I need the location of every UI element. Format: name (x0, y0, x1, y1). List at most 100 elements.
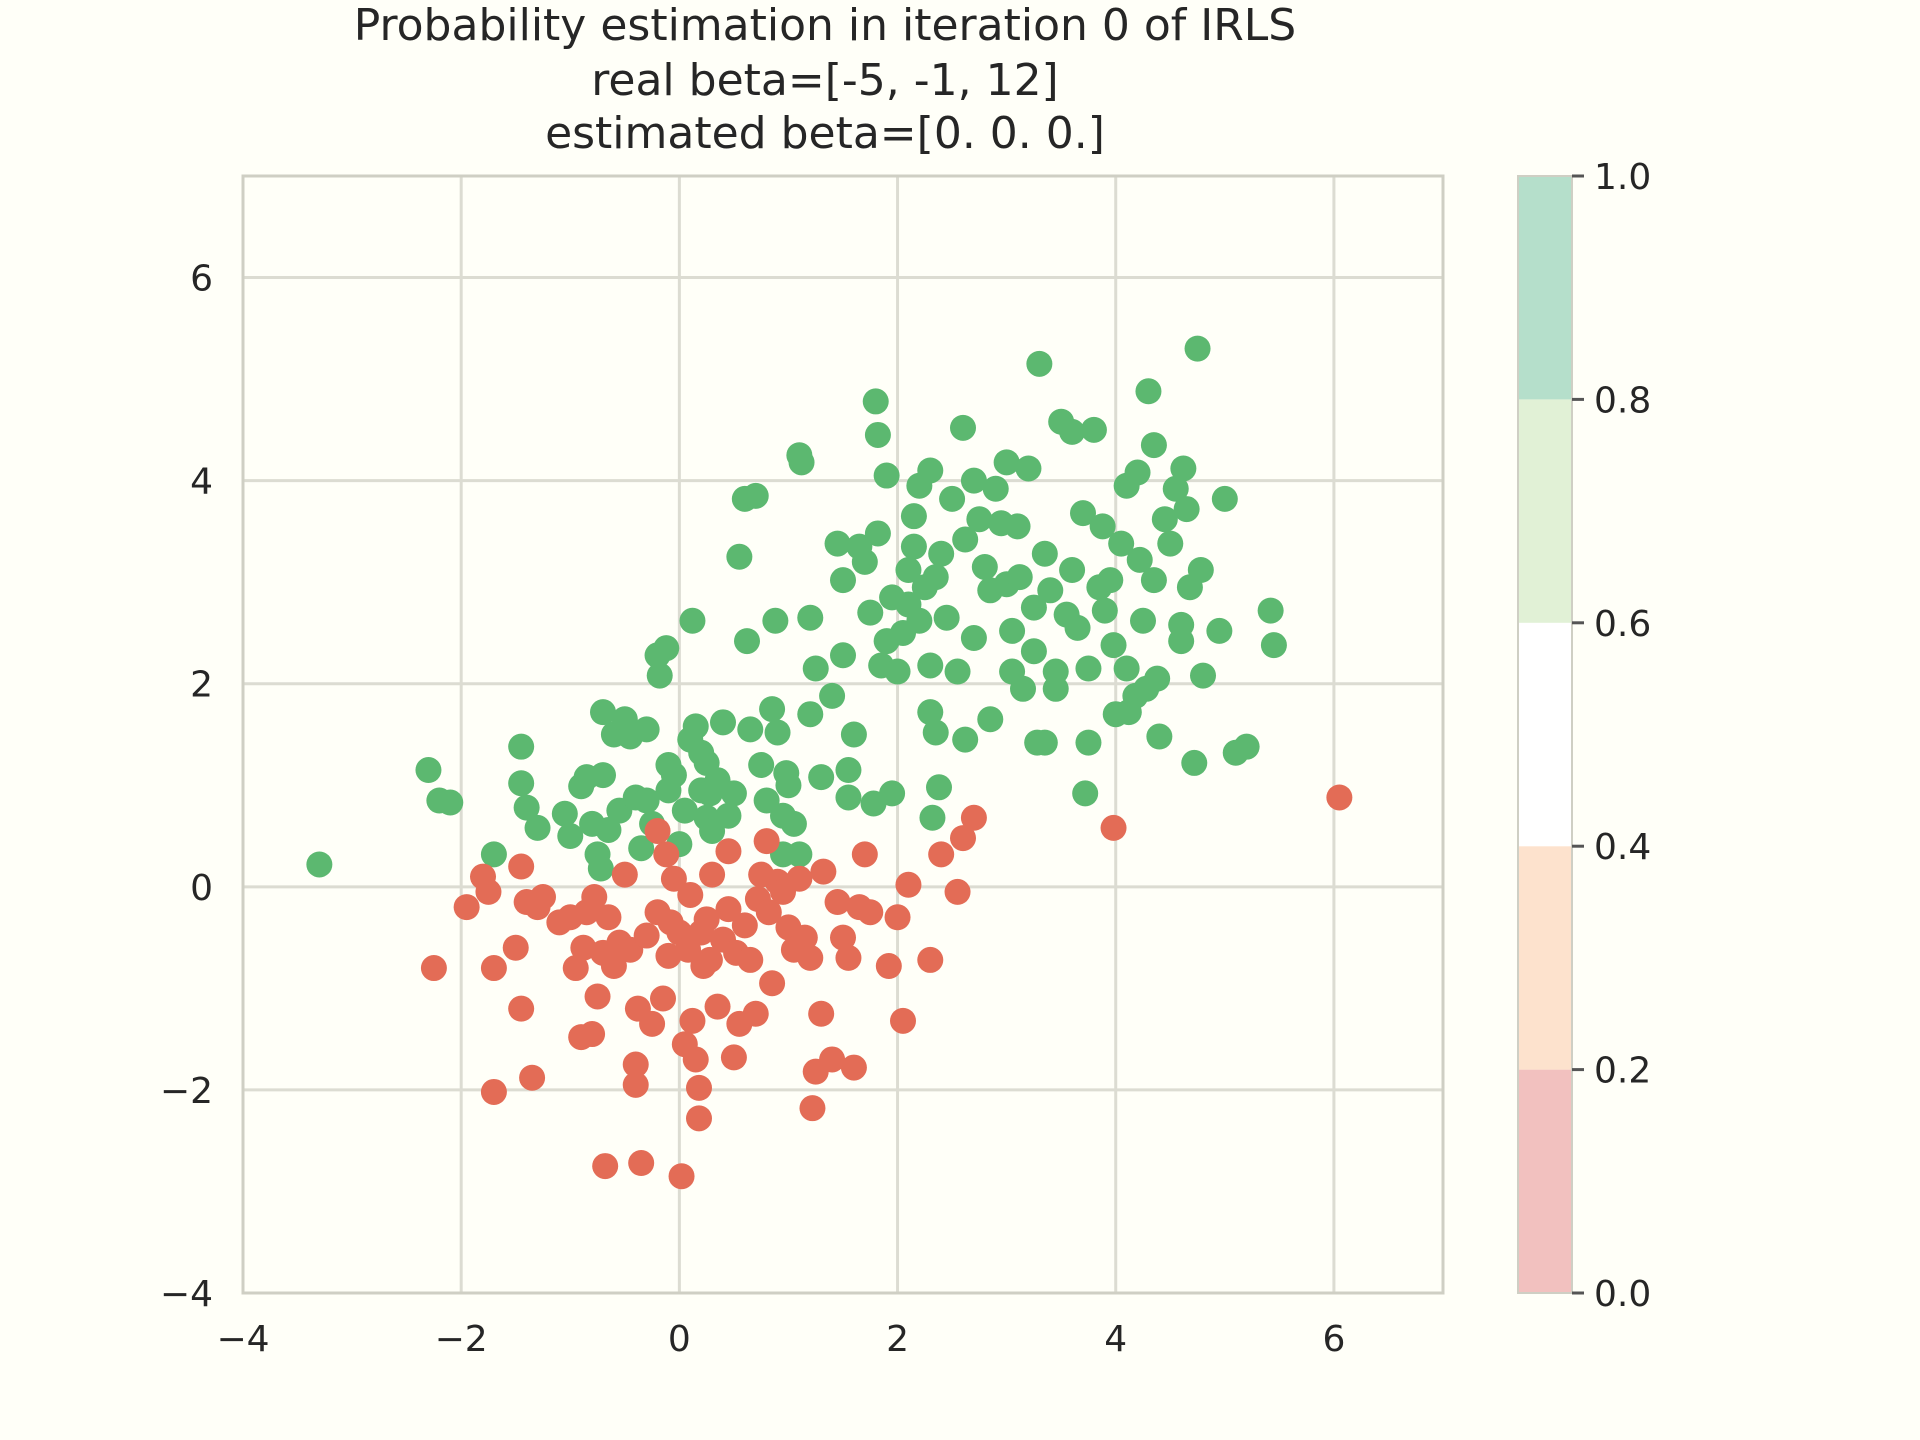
data-point (1135, 378, 1162, 405)
x-tick-label: 2 (886, 1319, 909, 1360)
data-point (1130, 607, 1156, 634)
colorbar-tick-label: 0.6 (1594, 604, 1651, 645)
data-point (622, 1071, 649, 1098)
data-point (562, 955, 589, 982)
data-point (764, 719, 791, 746)
data-point (715, 838, 742, 865)
data-point (797, 944, 824, 971)
data-point (1140, 567, 1167, 594)
data-point (720, 780, 747, 807)
x-tick-label: −4 (216, 1319, 269, 1360)
data-point (900, 533, 927, 560)
data-point (715, 896, 742, 923)
data-point (960, 625, 987, 652)
grid (241, 176, 1443, 1295)
data-point (1146, 723, 1173, 750)
data-point (453, 894, 480, 921)
data-point (1059, 556, 1086, 583)
data-point (1124, 459, 1151, 486)
chart-title: Probability estimation in iteration 0 of… (354, 0, 1296, 159)
data-point (1326, 784, 1353, 811)
data-point (644, 817, 671, 844)
data-point (1026, 350, 1053, 377)
data-point (587, 855, 614, 882)
data-point (595, 816, 622, 843)
data-point (864, 421, 891, 448)
data-point (1006, 564, 1033, 591)
data-point (819, 1046, 846, 1073)
data-point (1004, 513, 1031, 540)
data-point (699, 861, 726, 888)
data-point (875, 953, 902, 980)
data-point (581, 883, 608, 910)
data-point (1010, 675, 1036, 702)
colorbar-tick-label: 0.0 (1594, 1274, 1651, 1315)
data-point (633, 787, 660, 814)
data-point (530, 883, 556, 910)
data-point (1233, 733, 1260, 760)
data-point (715, 802, 742, 829)
data-point (890, 1007, 916, 1034)
data-point (1168, 628, 1195, 655)
data-point (917, 457, 944, 484)
data-point (628, 1150, 655, 1177)
data-point (952, 726, 979, 753)
data-point (835, 784, 862, 811)
data-point (791, 924, 818, 951)
data-point (884, 658, 911, 685)
data-point (917, 946, 944, 973)
data-point (971, 553, 998, 580)
y-tick-label: 6 (190, 259, 213, 300)
x-tick-label: 4 (1104, 1319, 1127, 1360)
data-point (830, 924, 856, 951)
data-point (950, 825, 976, 852)
data-point (726, 543, 753, 570)
data-point (710, 709, 736, 736)
data-point (748, 751, 775, 778)
data-point (1170, 455, 1197, 482)
data-point (922, 564, 949, 591)
data-point (830, 642, 856, 669)
y-tick-label: 4 (190, 462, 213, 503)
data-point (682, 713, 709, 740)
data-point (999, 617, 1026, 644)
data-point (737, 946, 764, 973)
data-point (928, 841, 955, 868)
data-point (1190, 662, 1216, 689)
data-point (1181, 749, 1208, 776)
data-point (660, 865, 687, 892)
x-axis-ticks: −4 −2 0 2 4 6 (216, 1319, 1345, 1360)
data-point (600, 953, 627, 980)
data-point (960, 804, 987, 831)
data-point (579, 1021, 606, 1048)
data-point (799, 1095, 826, 1122)
data-point (696, 946, 723, 973)
data-point (851, 548, 878, 575)
data-point (734, 628, 760, 655)
data-point (753, 828, 780, 855)
data-point (922, 719, 949, 746)
data-point (475, 878, 502, 905)
data-point (873, 462, 900, 489)
data-point (755, 899, 782, 926)
data-point (595, 904, 622, 931)
data-point (742, 482, 769, 509)
data-point (900, 503, 927, 530)
data-point (584, 983, 611, 1010)
colorbar-tick-label: 0.8 (1594, 380, 1651, 421)
data-point (919, 804, 946, 831)
data-point (590, 699, 616, 726)
data-point (1075, 655, 1102, 682)
data-point (917, 652, 944, 679)
data-point (862, 388, 889, 415)
data-point (1091, 597, 1118, 624)
data-point (480, 1078, 507, 1105)
data-point (1162, 475, 1189, 502)
data-point (1140, 432, 1167, 459)
y-tick-label: −4 (160, 1274, 213, 1315)
y-axis-ticks: −4 −2 0 2 4 6 (160, 259, 213, 1315)
data-point (977, 706, 1004, 733)
data-point (808, 764, 835, 791)
data-point (1260, 632, 1287, 659)
data-point (1070, 500, 1096, 527)
